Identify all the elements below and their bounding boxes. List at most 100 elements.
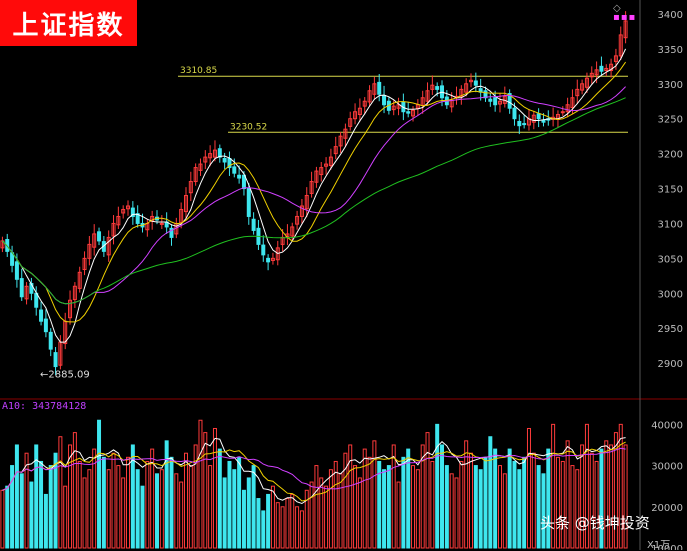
volume-bar bbox=[121, 477, 126, 549]
volume-ma10-line bbox=[2, 441, 626, 502]
candle-body bbox=[183, 195, 188, 213]
volume-bar bbox=[106, 469, 111, 549]
candle-body bbox=[159, 222, 164, 225]
volume-bar bbox=[338, 473, 343, 549]
candle-body bbox=[106, 236, 111, 256]
candle-body bbox=[217, 148, 222, 158]
candle-body bbox=[14, 261, 19, 280]
candle-body bbox=[126, 205, 131, 210]
volume-bar bbox=[97, 419, 102, 549]
volume-bar bbox=[512, 460, 517, 549]
volume-bar bbox=[159, 469, 164, 549]
volume-bar bbox=[396, 481, 401, 549]
candle-body bbox=[338, 135, 343, 147]
volume-bar bbox=[82, 477, 87, 549]
candle-body bbox=[116, 215, 121, 226]
candle-body bbox=[343, 128, 348, 139]
volume-bar bbox=[623, 444, 628, 549]
volume-bar bbox=[188, 465, 193, 549]
volume-tick-label: 10000 bbox=[651, 544, 683, 550]
candle-body bbox=[594, 69, 599, 76]
candle-body bbox=[246, 188, 251, 217]
volume-tick-label: 20000 bbox=[651, 503, 683, 514]
volume-unit: X1万 bbox=[647, 540, 671, 551]
candle-body bbox=[295, 215, 300, 225]
candle-body bbox=[613, 55, 618, 62]
volume-ma-label: A10: 343784128 bbox=[2, 401, 87, 412]
candle-body bbox=[531, 114, 536, 123]
volume-bar bbox=[478, 469, 483, 549]
price-tick-label: 3200 bbox=[658, 150, 683, 161]
candle-body bbox=[575, 88, 580, 97]
candle-body bbox=[68, 299, 73, 319]
candle-body bbox=[396, 104, 401, 109]
volume-bar bbox=[382, 469, 387, 549]
volume-bar bbox=[208, 465, 213, 549]
candle-body bbox=[48, 331, 53, 350]
volume-bar bbox=[618, 423, 623, 549]
candle-body bbox=[357, 107, 362, 116]
volume-bar bbox=[261, 510, 266, 549]
candle-body bbox=[135, 213, 140, 224]
volume-bar bbox=[391, 444, 396, 549]
volume-bar bbox=[449, 473, 454, 549]
candle-body bbox=[169, 227, 174, 238]
volume-bar bbox=[604, 440, 609, 549]
price-tick-label: 3150 bbox=[658, 185, 683, 196]
volume-tick-label: 40000 bbox=[651, 420, 683, 431]
volume-bar bbox=[0, 489, 5, 549]
diamond-icon[interactable]: ◇ bbox=[613, 3, 621, 14]
volume-bar bbox=[130, 444, 135, 549]
volume-bar bbox=[164, 440, 169, 549]
volume-bar bbox=[295, 506, 300, 549]
volume-bar bbox=[19, 473, 24, 549]
volume-bar bbox=[551, 423, 556, 549]
volume-bar bbox=[256, 498, 261, 549]
volume-bar bbox=[111, 452, 116, 549]
volume-bar bbox=[507, 448, 512, 549]
volume-ma5-line bbox=[2, 437, 626, 505]
volume-bar bbox=[473, 465, 478, 549]
candle-body bbox=[333, 146, 338, 155]
candle-body bbox=[77, 271, 82, 289]
volume-bar bbox=[227, 460, 232, 549]
volume-bar bbox=[599, 448, 604, 549]
price-tick-label: 3100 bbox=[658, 219, 683, 230]
watermark: 头条 @钱坤投资 bbox=[540, 514, 650, 532]
candle-body bbox=[536, 113, 541, 120]
volume-bar bbox=[488, 436, 493, 549]
volume-bar bbox=[464, 440, 469, 549]
candle-body bbox=[275, 247, 280, 261]
level-label: 3230.52 bbox=[230, 122, 267, 132]
volume-bar bbox=[613, 432, 618, 549]
candle-body bbox=[208, 153, 213, 159]
candle-body bbox=[266, 257, 271, 263]
candle-body bbox=[469, 79, 473, 83]
candle-body bbox=[324, 163, 329, 167]
volume-bar bbox=[183, 452, 188, 549]
volume-bar bbox=[304, 489, 309, 549]
ellipsis-icon[interactable]: ▪▪▪ bbox=[613, 12, 637, 23]
volume-bar bbox=[251, 465, 256, 549]
volume-bar bbox=[430, 460, 435, 549]
candle-body bbox=[299, 205, 304, 217]
volume-bar bbox=[10, 465, 15, 549]
volume-bar bbox=[415, 469, 420, 549]
volume-bar bbox=[580, 444, 585, 549]
volume-bar bbox=[536, 465, 541, 549]
low-annotation: ←2885.09 bbox=[40, 369, 90, 380]
volume-bar bbox=[609, 444, 614, 549]
volume-bar bbox=[299, 510, 304, 549]
volume-bar bbox=[68, 444, 73, 549]
candle-body bbox=[241, 174, 246, 190]
volume-bar bbox=[333, 460, 338, 549]
volume-bar bbox=[145, 460, 150, 549]
volume-bar bbox=[367, 456, 372, 549]
volume-bar bbox=[126, 456, 131, 549]
volume-bar bbox=[565, 440, 570, 549]
price-tick-label: 3350 bbox=[658, 45, 683, 56]
volume-bar bbox=[285, 498, 290, 549]
volume-bar bbox=[39, 460, 44, 549]
candle-body bbox=[111, 222, 116, 237]
volume-bar bbox=[14, 444, 19, 549]
